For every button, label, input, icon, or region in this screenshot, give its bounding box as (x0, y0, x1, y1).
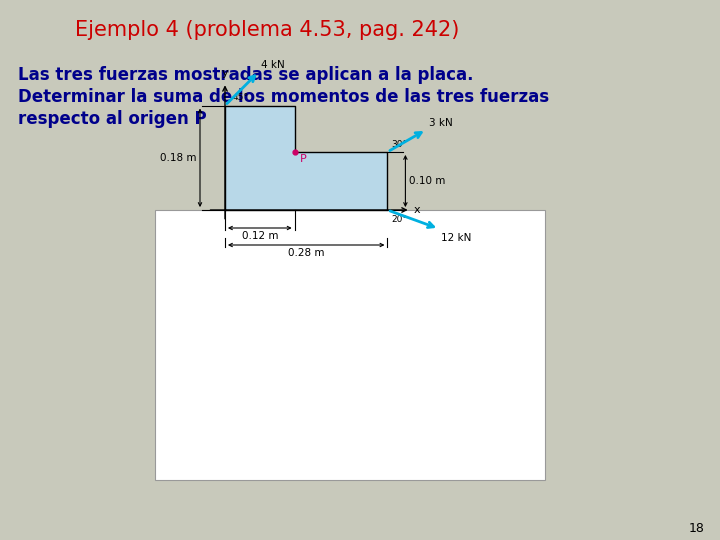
Text: Determinar la suma de los momentos de las tres fuerzas: Determinar la suma de los momentos de la… (18, 88, 549, 106)
Text: 12 kN: 12 kN (441, 233, 472, 243)
Text: 18: 18 (689, 522, 705, 535)
Bar (225, 152, 387, 210)
Text: P: P (300, 154, 306, 164)
Text: 45°: 45° (233, 92, 249, 102)
Text: Las tres fuerzas mostradas se aplican a la placa.: Las tres fuerzas mostradas se aplican a … (18, 66, 474, 84)
Text: Ejemplo 4 (problema 4.53, pag. 242): Ejemplo 4 (problema 4.53, pag. 242) (75, 20, 459, 40)
Text: 0.18 m: 0.18 m (160, 153, 196, 163)
Text: 30°: 30° (392, 140, 408, 149)
Text: 3 kN: 3 kN (429, 118, 453, 127)
Text: 0.10 m: 0.10 m (410, 176, 446, 186)
Text: 0.12 m: 0.12 m (241, 231, 278, 241)
Text: respecto al origen P: respecto al origen P (18, 110, 207, 128)
Bar (155, 210, 545, 480)
Text: 0.28 m: 0.28 m (288, 248, 325, 258)
Text: x: x (413, 205, 420, 215)
Text: 4 kN: 4 kN (261, 59, 284, 70)
Text: y: y (222, 69, 228, 78)
Bar (225, 106, 294, 152)
Text: 20°: 20° (392, 215, 408, 224)
